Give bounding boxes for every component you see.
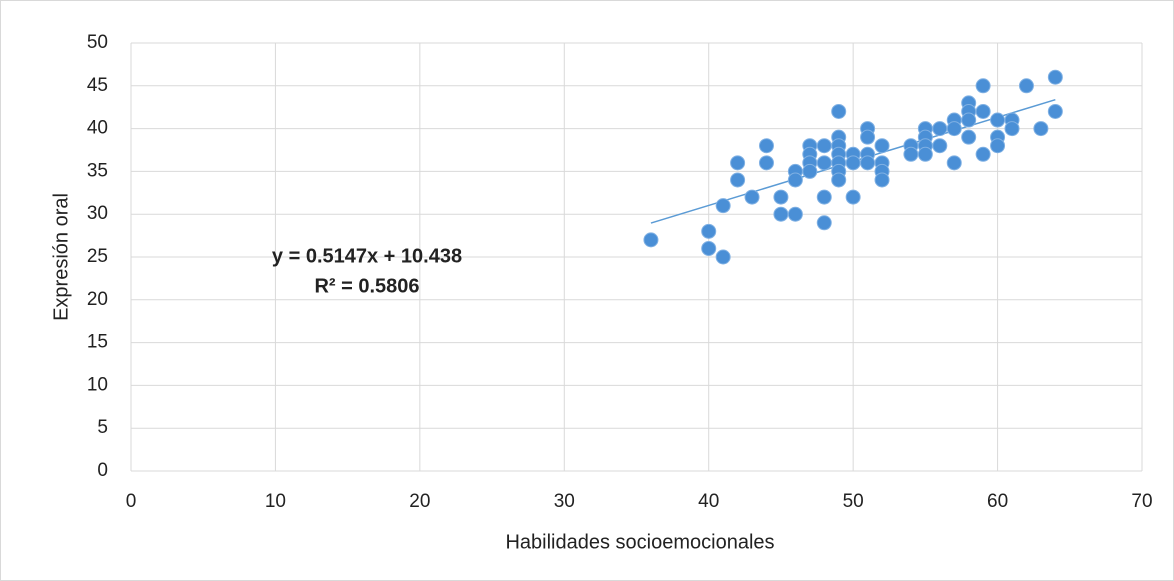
scatter-point bbox=[730, 172, 746, 188]
scatter-point bbox=[831, 103, 847, 119]
scatter-point bbox=[975, 103, 991, 119]
scatter-point bbox=[946, 121, 962, 137]
scatter-point bbox=[773, 206, 789, 222]
scatter-point bbox=[845, 189, 861, 205]
scatter-point bbox=[816, 189, 832, 205]
scatter-point bbox=[990, 112, 1006, 128]
x-tick-label: 70 bbox=[1131, 491, 1152, 512]
y-axis-title: Expresión oral bbox=[50, 193, 72, 321]
x-tick-label: 20 bbox=[409, 491, 430, 512]
scatter-point bbox=[1047, 103, 1063, 119]
scatter-point bbox=[860, 155, 876, 171]
scatter-point bbox=[860, 129, 876, 145]
scatter-point bbox=[1047, 69, 1063, 85]
scatter-point bbox=[787, 172, 803, 188]
scatter-point bbox=[816, 155, 832, 171]
trend-equation: y = 0.5147x + 10.438 bbox=[272, 245, 462, 267]
x-tick-label: 60 bbox=[987, 491, 1008, 512]
scatter-point bbox=[990, 138, 1006, 154]
scatter-point bbox=[773, 189, 789, 205]
scatter-point bbox=[643, 232, 659, 248]
y-tick-label: 30 bbox=[87, 203, 108, 224]
scatter-point bbox=[975, 146, 991, 162]
x-axis-title: Habilidades socioemocionales bbox=[505, 531, 774, 553]
scatter-point bbox=[874, 172, 890, 188]
y-tick-label: 5 bbox=[97, 417, 108, 438]
scatter-point bbox=[1004, 121, 1020, 137]
scatter-point bbox=[831, 172, 847, 188]
y-tick-label: 0 bbox=[97, 460, 108, 481]
scatter-point bbox=[744, 189, 760, 205]
x-tick-label: 30 bbox=[554, 491, 575, 512]
scatter-point bbox=[715, 198, 731, 214]
scatter-point bbox=[1018, 78, 1034, 94]
scatter-point bbox=[802, 163, 818, 179]
trend-r2: R² = 0.5806 bbox=[314, 275, 419, 297]
scatter-point bbox=[932, 121, 948, 137]
y-tick-label: 20 bbox=[87, 289, 108, 310]
scatter-point bbox=[715, 249, 731, 265]
scatter-point bbox=[961, 129, 977, 145]
scatter-point bbox=[874, 138, 890, 154]
scatter-point bbox=[1033, 121, 1049, 137]
scatter-point bbox=[701, 240, 717, 256]
scatter-point bbox=[845, 155, 861, 171]
scatter-point bbox=[917, 146, 933, 162]
x-tick-label: 50 bbox=[843, 491, 864, 512]
x-tick-label: 0 bbox=[126, 491, 137, 512]
scatter-point bbox=[932, 138, 948, 154]
scatter-point bbox=[946, 155, 962, 171]
scatter-point bbox=[758, 155, 774, 171]
scatter-point bbox=[903, 146, 919, 162]
scatter-point bbox=[787, 206, 803, 222]
scatter-point bbox=[816, 215, 832, 231]
y-tick-label: 15 bbox=[87, 332, 108, 353]
scatter-point bbox=[758, 138, 774, 154]
x-tick-label: 40 bbox=[698, 491, 719, 512]
y-tick-label: 40 bbox=[87, 118, 108, 139]
scatter-point bbox=[816, 138, 832, 154]
scatter-point bbox=[730, 155, 746, 171]
y-tick-label: 50 bbox=[87, 32, 108, 53]
y-tick-label: 10 bbox=[87, 374, 108, 395]
x-tick-label: 10 bbox=[265, 491, 286, 512]
scatter-point bbox=[701, 223, 717, 239]
scatter-point bbox=[961, 112, 977, 128]
y-tick-label: 25 bbox=[87, 246, 108, 267]
scatter-point bbox=[975, 78, 991, 94]
y-tick-label: 45 bbox=[87, 75, 108, 96]
y-tick-label: 35 bbox=[87, 160, 108, 181]
